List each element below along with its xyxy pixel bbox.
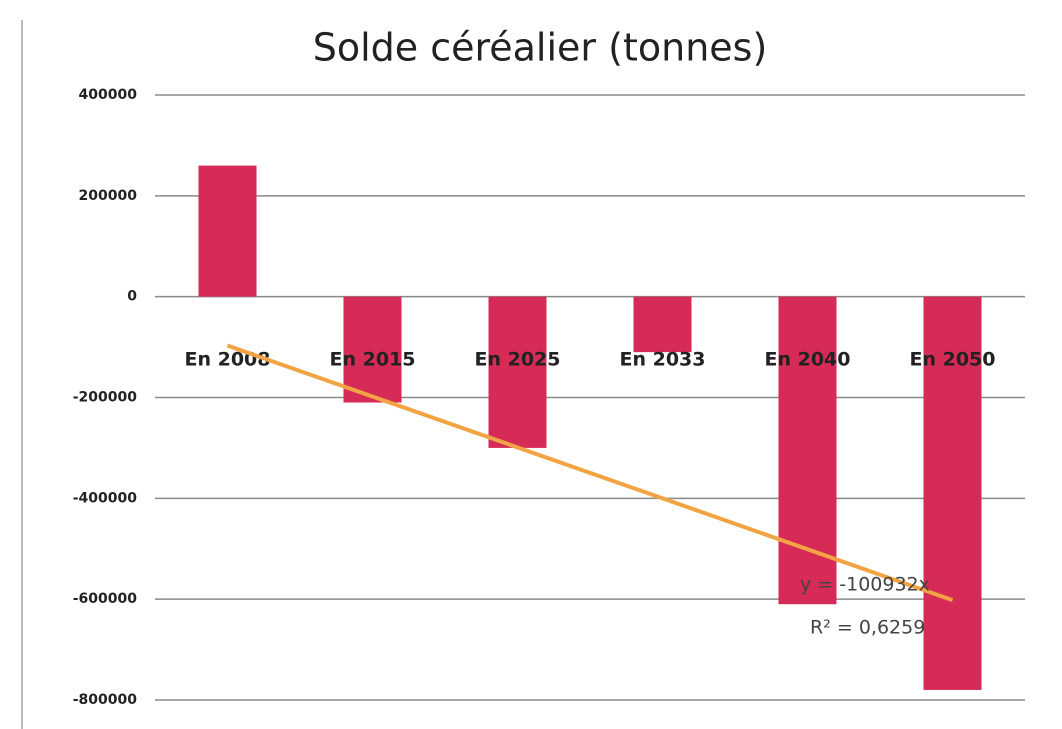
trend-r2: R² = 0,6259 [810,617,925,639]
bar [343,296,402,403]
trendline [226,343,954,603]
x-tick-label: En 2025 [474,349,560,371]
y-tick-label: 400000 [79,87,138,103]
x-tick-label: En 2050 [909,349,995,371]
chart-title: Solde céréalier (tonnes) [313,26,768,70]
bar [633,296,692,353]
x-tick-label: En 2040 [764,349,850,371]
y-tick-label: -800000 [73,692,138,708]
x-tick-label: En 2033 [619,349,705,371]
bar [488,296,547,448]
y-tick-label: -200000 [73,390,138,406]
x-tick-label: En 2008 [184,349,270,371]
trend-equation: y = -100932x [800,574,930,596]
y-tick-label: 200000 [79,188,138,204]
y-tick-label: -400000 [73,490,138,506]
y-tick-label: -600000 [73,591,138,607]
y-tick-label: 0 [127,289,137,305]
bar [923,296,982,690]
bar [198,165,257,297]
bar [778,296,837,605]
x-tick-label: En 2015 [329,349,415,371]
